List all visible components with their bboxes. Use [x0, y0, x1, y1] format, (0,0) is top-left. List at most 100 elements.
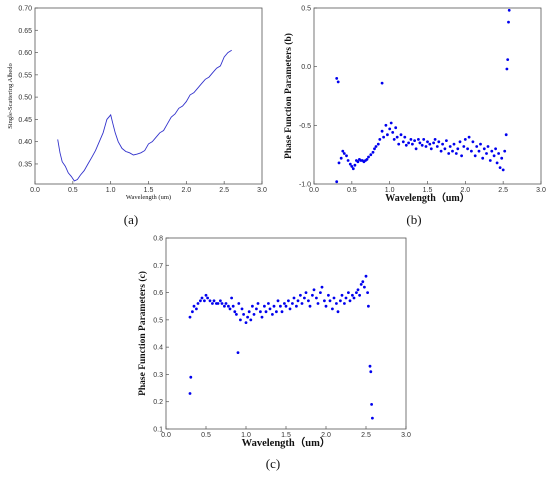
data-point: [470, 149, 473, 153]
data-point: [235, 313, 238, 316]
data-point: [361, 280, 365, 284]
y-tick-label: 0.4: [153, 345, 163, 352]
data-point: [477, 149, 481, 153]
data-point: [280, 310, 284, 314]
data-point: [506, 58, 510, 61]
x-tick-label: 0.5: [201, 432, 211, 439]
y-tick-label: 0.5: [301, 6, 311, 13]
x-tick-label: 0.0: [161, 432, 171, 439]
data-point: [304, 291, 308, 294]
y-tick-label: 0.5: [153, 317, 163, 324]
data-point: [268, 307, 272, 311]
data-point: [437, 140, 441, 144]
data-point: [386, 133, 389, 137]
data-point: [312, 288, 316, 292]
data-point: [350, 165, 354, 168]
data-point: [482, 147, 486, 151]
x-tick-label: 1.5: [281, 432, 291, 439]
data-point: [356, 160, 360, 164]
data-point: [192, 304, 196, 308]
data-point: [371, 150, 375, 154]
data-point: [485, 152, 488, 155]
data-point: [503, 149, 507, 153]
data-point: [324, 304, 328, 308]
data-point: [395, 135, 399, 139]
x-tick-label: 0.0: [30, 187, 40, 194]
data-point: [343, 302, 346, 305]
data-point: [429, 147, 433, 151]
y-axis-label: Phase Function Parameters (c): [137, 271, 148, 396]
data-point: [233, 310, 237, 314]
plot-frame: [34, 7, 263, 185]
data-point: [295, 304, 298, 308]
data-point: [467, 135, 471, 139]
data-point: [246, 315, 250, 319]
x-tick-label: 2.5: [498, 187, 508, 194]
x-axis-label: Wavelength（um）: [242, 436, 331, 449]
data-point: [367, 155, 370, 159]
data-point: [335, 302, 338, 305]
data-point: [505, 67, 509, 71]
y-tick-label: 0.6: [153, 290, 163, 297]
data-point: [319, 291, 322, 294]
data-point: [422, 138, 426, 141]
data-point: [466, 147, 469, 151]
data-point: [328, 299, 332, 303]
x-tick-label: 1.0: [241, 432, 251, 439]
x-tick-label: 2.0: [181, 187, 191, 194]
panel-c: 0.0 0.5 1.0 1.5 2.0 2.5 3.00.10.20.30.40.50.60…: [137, 236, 411, 472]
y-tick-label: 0.7: [153, 263, 163, 270]
data-point: [497, 152, 500, 155]
data-point: [344, 296, 348, 300]
data-point: [323, 299, 326, 303]
data-point: [367, 304, 370, 308]
data-point: [206, 296, 210, 300]
y-axis: 0.35 0.40 0.45 0.50 0.55 0.60 0.65 0.70: [18, 6, 38, 168]
data-point: [240, 307, 244, 311]
data-point: [413, 139, 416, 143]
data-point: [479, 142, 482, 146]
series-line: [57, 49, 232, 182]
y-tick-label: 0.65: [18, 28, 32, 35]
data-point: [342, 152, 346, 155]
y-tick-label: 0.60: [18, 50, 32, 57]
data-point: [275, 310, 278, 314]
data-point: [299, 293, 302, 297]
data-point: [501, 168, 505, 172]
data-point: [237, 302, 241, 305]
panel-b: 0.0 0.5 1.0 1.5 2.0 2.5 3.0 -1.0 -0.5 0.0 0.5 Wavel…: [283, 6, 546, 228]
data-point: [311, 293, 314, 297]
data-point: [456, 147, 460, 151]
y-axis-label: Phase Function Parameters (b): [283, 33, 294, 159]
y-tick-label: 0.0: [301, 64, 311, 71]
data-point: [348, 299, 352, 303]
data-point: [473, 154, 477, 158]
data-point: [348, 162, 352, 166]
data-point: [288, 307, 292, 311]
data-point: [320, 285, 324, 289]
data-point: [495, 161, 499, 165]
panel-label: (a): [124, 212, 138, 227]
data-point: [224, 302, 228, 305]
data-point: [340, 293, 344, 297]
y-tick-label: -1.0: [299, 182, 311, 189]
data-point: [191, 310, 194, 314]
data-point: [271, 313, 274, 316]
data-point: [369, 153, 373, 157]
data-point: [339, 156, 343, 160]
data-point: [435, 145, 439, 148]
y-tick-label: 0.35: [18, 161, 32, 168]
data-point: [231, 304, 235, 308]
data-point: [486, 145, 490, 148]
x-axis: 0.0 0.5 1.0 1.5 2.0 2.5 3.0: [161, 426, 411, 439]
data-point: [441, 142, 444, 146]
x-tick-label: 1.0: [385, 187, 395, 194]
x-tick-label: 2.5: [361, 432, 371, 439]
data-point: [259, 310, 262, 314]
data-point: [345, 154, 348, 158]
data-point: [500, 156, 504, 160]
data-point: [359, 283, 363, 286]
data-point: [407, 141, 410, 145]
data-point: [448, 145, 452, 148]
data-point: [418, 141, 422, 145]
